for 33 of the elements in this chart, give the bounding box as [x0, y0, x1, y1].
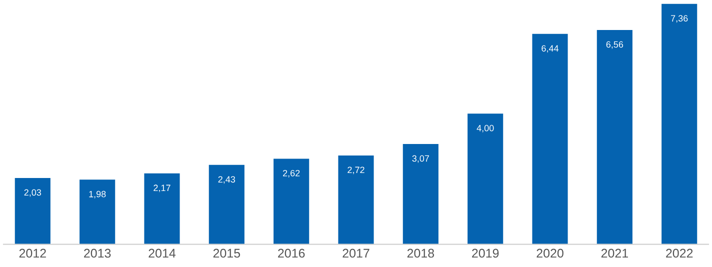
- data-label: 3,07: [412, 155, 429, 163]
- bar: [662, 4, 698, 244]
- x-tick-label: 2013: [84, 248, 111, 258]
- bar: [14, 178, 50, 244]
- x-tick-label: 2021: [601, 248, 628, 258]
- data-label: 2,17: [154, 184, 170, 192]
- x-tick-label: 2019: [472, 248, 499, 258]
- bar: [338, 155, 374, 244]
- bar: [80, 180, 116, 244]
- x-tick-label: 2016: [278, 248, 305, 258]
- data-label: 1,98: [89, 190, 106, 198]
- data-label: 6,56: [606, 41, 624, 49]
- data-label: 2,43: [218, 176, 236, 184]
- data-label: 2,62: [283, 170, 300, 178]
- bar: [532, 34, 568, 244]
- x-tick-label: 2022: [666, 248, 693, 258]
- bar: [144, 173, 180, 244]
- bar: [274, 158, 310, 244]
- x-tick-label: 2015: [213, 248, 240, 258]
- data-label: 4,00: [476, 124, 494, 132]
- x-tick-label: 2012: [19, 248, 46, 258]
- bar: [596, 30, 632, 244]
- data-label: 6,44: [542, 45, 559, 53]
- x-tick-label: 2018: [407, 248, 434, 258]
- bar: [208, 164, 244, 244]
- data-label: 2,03: [24, 189, 42, 197]
- x-tick-label: 2020: [536, 248, 564, 258]
- bar: [402, 144, 438, 244]
- data-label: 7,36: [671, 15, 688, 23]
- x-tick-label: 2014: [148, 248, 176, 258]
- x-tick-label: 2017: [342, 248, 370, 258]
- data-label: 2,72: [348, 166, 364, 174]
- bar: [468, 114, 504, 244]
